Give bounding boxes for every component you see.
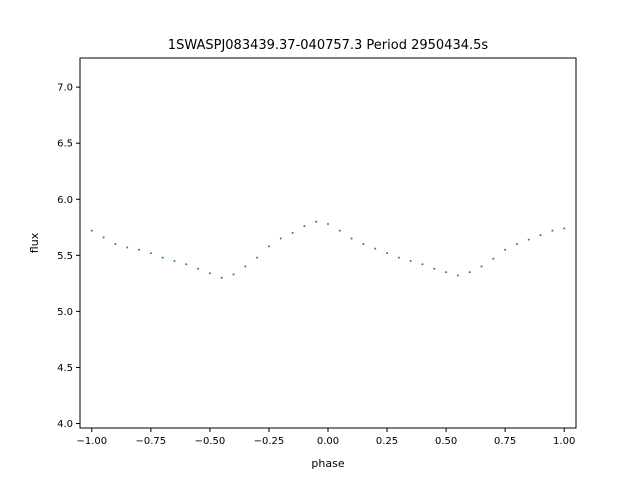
x-axis-label: phase (311, 457, 344, 470)
data-point (267, 245, 270, 248)
data-point (315, 220, 318, 223)
data-point (374, 247, 377, 250)
data-point (409, 259, 412, 262)
x-tick-label: 0.50 (435, 436, 457, 447)
data-point (291, 231, 294, 234)
data-point (338, 229, 341, 232)
data-point (114, 243, 117, 246)
x-tick-label: 0.00 (317, 436, 339, 447)
data-point (445, 271, 448, 274)
x-tick-label: −0.25 (254, 436, 285, 447)
data-point (350, 237, 353, 240)
data-point (197, 267, 200, 270)
data-point (90, 229, 93, 232)
y-tick-label: 4.5 (57, 363, 73, 374)
y-tick-label: 5.0 (57, 307, 73, 318)
data-point (244, 265, 247, 268)
scatter-points (90, 220, 566, 279)
data-point (173, 259, 176, 262)
y-axis-label: flux (28, 232, 41, 253)
data-point (492, 257, 495, 260)
data-point (527, 238, 530, 241)
data-point (327, 222, 329, 225)
data-point (563, 227, 566, 230)
data-point (256, 256, 259, 259)
y-tick-label: 5.5 (57, 251, 73, 262)
data-point (504, 248, 507, 251)
data-point (397, 256, 400, 259)
data-point (303, 225, 306, 228)
data-point (480, 265, 483, 268)
data-point (208, 272, 211, 275)
data-point (126, 246, 129, 249)
data-point (386, 252, 389, 255)
x-tick-label: 0.75 (494, 436, 516, 447)
data-point (279, 237, 282, 240)
data-point (161, 256, 164, 259)
y-tick-label: 7.0 (57, 83, 73, 94)
x-tick-label: 0.25 (376, 436, 398, 447)
data-point (515, 243, 518, 246)
data-point (220, 276, 223, 279)
data-point (362, 243, 365, 246)
data-point (138, 248, 141, 251)
data-point (421, 263, 424, 266)
y-axis: 4.0 4.5 5.0 5.5 6.0 6.5 7.0 (57, 83, 80, 430)
data-point (102, 236, 105, 239)
data-point (149, 252, 152, 255)
data-point (232, 273, 235, 276)
data-point (468, 271, 471, 274)
x-tick-label: −0.75 (136, 436, 167, 447)
data-point (433, 267, 436, 270)
y-tick-label: 6.0 (57, 195, 73, 206)
chart-title: 1SWASPJ083439.37-040757.3 Period 2950434… (168, 38, 489, 53)
x-tick-label: −1.00 (76, 436, 107, 447)
y-tick-label: 4.0 (57, 419, 73, 430)
data-point (456, 274, 459, 277)
data-point (185, 263, 188, 266)
data-point (551, 229, 554, 232)
x-tick-label: −0.50 (195, 436, 226, 447)
x-tick-label: 1.00 (553, 436, 575, 447)
data-point (539, 234, 542, 237)
x-axis: −1.00 −0.75 −0.50 −0.25 0.00 0.25 0.50 0.75 1.00 (76, 428, 575, 447)
y-tick-label: 6.5 (57, 139, 73, 150)
